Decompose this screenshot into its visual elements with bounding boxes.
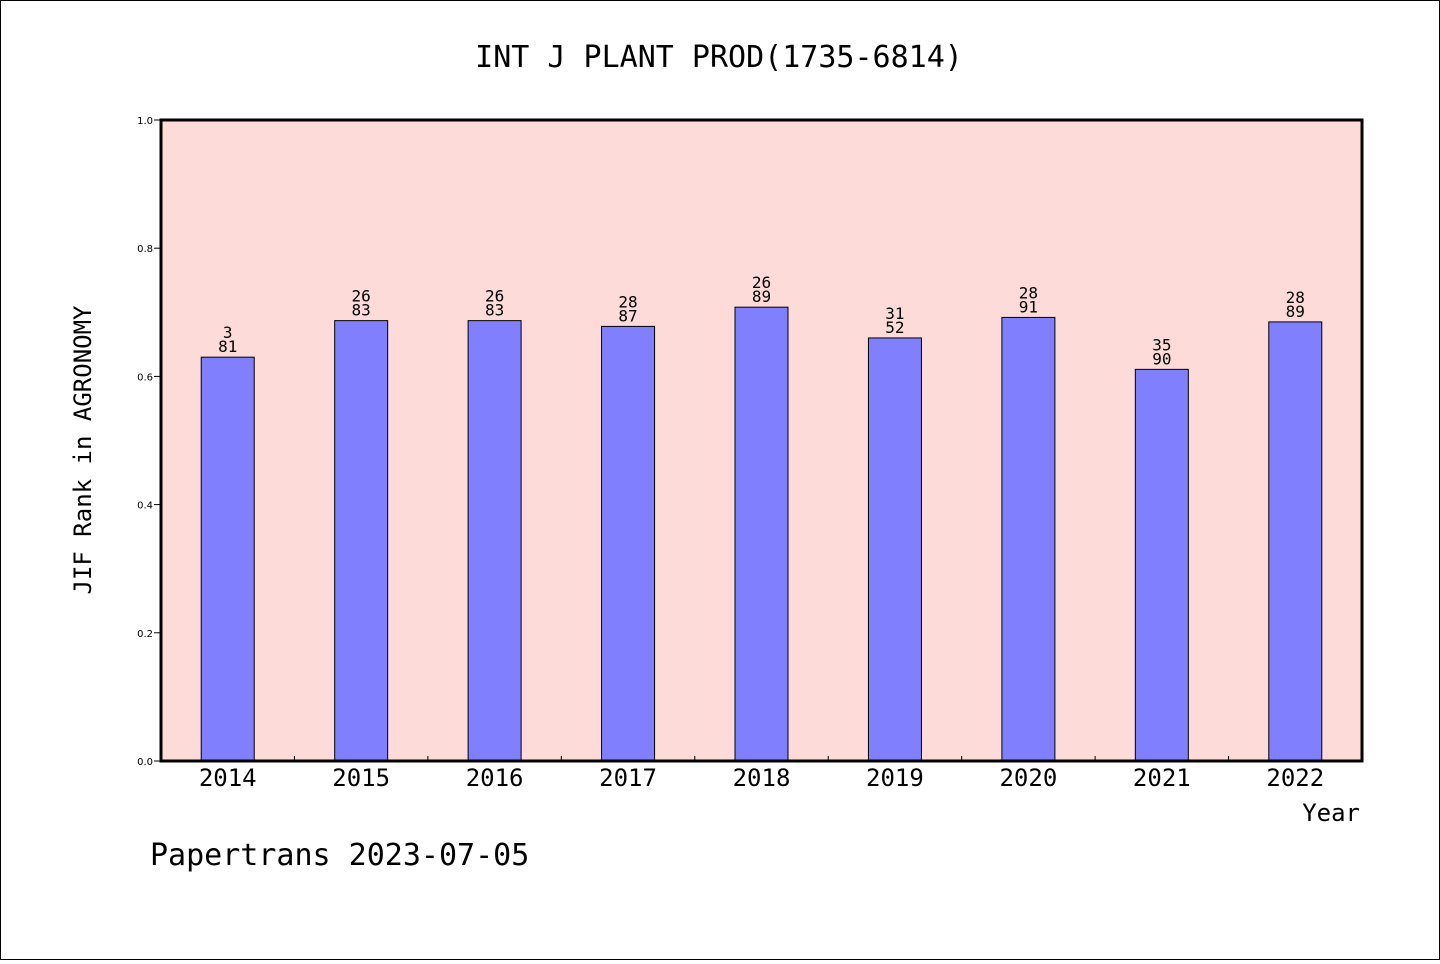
bar [200, 356, 255, 762]
y-tick-label: 1.0 [137, 116, 153, 127]
plot-frame [159, 118, 1364, 763]
bar [1134, 368, 1189, 762]
x-tick-label: 2019 [866, 764, 924, 792]
bar [601, 325, 656, 762]
x-tick-label: 2021 [1133, 764, 1191, 792]
bar-rank-label: 26 [485, 287, 504, 306]
bar-rank-label: 28 [1286, 288, 1305, 307]
bar-rank-label: 35 [1152, 335, 1171, 354]
bar-total-label: 81 [218, 337, 237, 356]
bar [1001, 316, 1056, 762]
bar [1268, 321, 1323, 762]
bar-total-label: 83 [352, 301, 371, 320]
x-tick-label: 2020 [999, 764, 1057, 792]
y-tick-label: 0.2 [137, 629, 153, 640]
y-tick-label: 0.8 [137, 244, 153, 255]
x-axis: 2014 2015 2016 2017 2018 2019 2020 2021 2022 [199, 756, 1324, 792]
bar-rank-label: 26 [752, 273, 771, 292]
bar-rank-label: 3 [223, 323, 233, 342]
bar-total-label: 52 [885, 318, 904, 337]
y-axis-label: JIF Rank in AGRONOMY [69, 305, 97, 595]
bar-total-label: 89 [752, 287, 771, 306]
x-tick-label: 2015 [332, 764, 390, 792]
bar [334, 320, 389, 762]
x-tick-label: 2018 [733, 764, 791, 792]
x-tick-label: 2022 [1266, 764, 1324, 792]
bar [867, 337, 922, 762]
bar-total-label: 89 [1286, 302, 1305, 321]
bar-rank-label: 31 [885, 304, 904, 323]
y-axis: 0.0 0.2 0.4 0.6 0.8 1.0 [137, 116, 161, 768]
y-tick-label: 0.4 [137, 501, 153, 512]
y-tick-label: 0.6 [137, 372, 153, 383]
bar-rank-label: 28 [618, 292, 637, 311]
chart-title: INT J PLANT PROD(1735-6814) [475, 40, 963, 75]
bar-total-label: 90 [1152, 349, 1171, 368]
bars-layer [200, 306, 1323, 762]
bar-total-label: 83 [485, 301, 504, 320]
bar-rank-label: 28 [1019, 283, 1038, 302]
footer-credit: Papertrans 2023-07-05 [150, 838, 529, 873]
bar [467, 320, 522, 762]
x-tick-label: 2014 [199, 764, 257, 792]
x-tick-label: 2017 [599, 764, 657, 792]
bar [734, 306, 789, 762]
y-tick-label: 0.0 [137, 757, 153, 768]
bar-rank-label: 26 [352, 287, 371, 306]
bar-total-label: 87 [618, 306, 637, 325]
bar-total-label: 91 [1019, 297, 1038, 316]
x-tick-label: 2016 [466, 764, 524, 792]
x-axis-label: Year [1302, 799, 1360, 827]
